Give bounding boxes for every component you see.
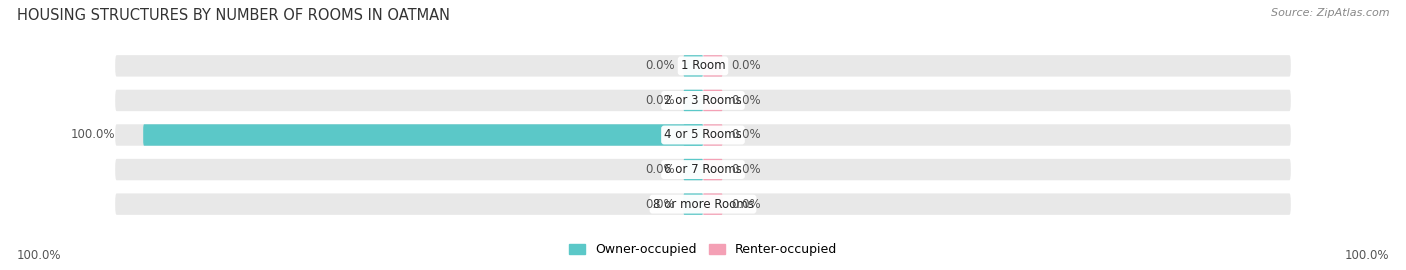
Text: Source: ZipAtlas.com: Source: ZipAtlas.com — [1271, 8, 1389, 18]
FancyBboxPatch shape — [115, 55, 1291, 77]
Legend: Owner-occupied, Renter-occupied: Owner-occupied, Renter-occupied — [564, 238, 842, 261]
Text: 0.0%: 0.0% — [731, 198, 761, 211]
Text: 6 or 7 Rooms: 6 or 7 Rooms — [664, 163, 742, 176]
Text: 0.0%: 0.0% — [731, 163, 761, 176]
Text: 0.0%: 0.0% — [645, 198, 675, 211]
FancyBboxPatch shape — [683, 55, 703, 77]
FancyBboxPatch shape — [703, 55, 723, 77]
Text: 4 or 5 Rooms: 4 or 5 Rooms — [664, 129, 742, 141]
Text: 8 or more Rooms: 8 or more Rooms — [652, 198, 754, 211]
Text: 0.0%: 0.0% — [645, 163, 675, 176]
Text: 0.0%: 0.0% — [731, 94, 761, 107]
FancyBboxPatch shape — [703, 90, 723, 111]
Text: 0.0%: 0.0% — [731, 129, 761, 141]
Text: HOUSING STRUCTURES BY NUMBER OF ROOMS IN OATMAN: HOUSING STRUCTURES BY NUMBER OF ROOMS IN… — [17, 8, 450, 23]
Text: 1 Room: 1 Room — [681, 59, 725, 72]
Text: 100.0%: 100.0% — [1344, 249, 1389, 262]
Text: 0.0%: 0.0% — [731, 59, 761, 72]
FancyBboxPatch shape — [703, 159, 723, 180]
Text: 0.0%: 0.0% — [645, 59, 675, 72]
FancyBboxPatch shape — [143, 124, 703, 146]
FancyBboxPatch shape — [703, 193, 723, 215]
FancyBboxPatch shape — [683, 159, 703, 180]
Text: 100.0%: 100.0% — [70, 129, 115, 141]
FancyBboxPatch shape — [115, 124, 1291, 146]
FancyBboxPatch shape — [683, 124, 703, 146]
FancyBboxPatch shape — [115, 159, 1291, 180]
Text: 2 or 3 Rooms: 2 or 3 Rooms — [664, 94, 742, 107]
FancyBboxPatch shape — [703, 124, 723, 146]
Text: 100.0%: 100.0% — [17, 249, 62, 262]
FancyBboxPatch shape — [683, 193, 703, 215]
FancyBboxPatch shape — [115, 193, 1291, 215]
FancyBboxPatch shape — [683, 90, 703, 111]
Text: 0.0%: 0.0% — [645, 94, 675, 107]
FancyBboxPatch shape — [115, 90, 1291, 111]
